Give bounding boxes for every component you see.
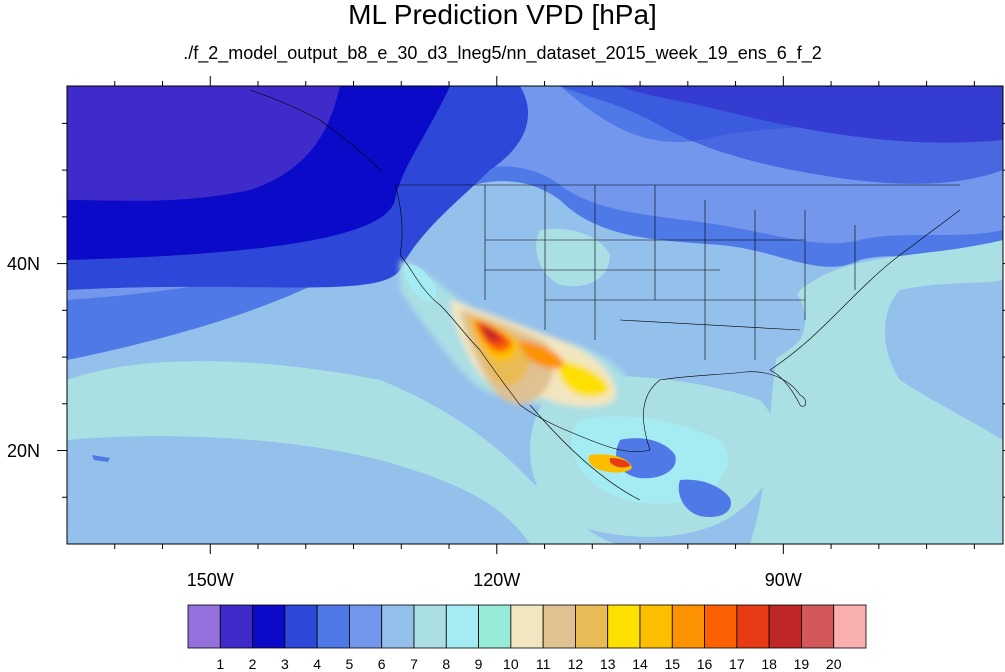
- colorbar-box: [607, 604, 641, 649]
- colorbar-box: [671, 604, 705, 649]
- colorbar-box: [768, 604, 802, 649]
- lat-tick-label: 40N: [6, 253, 40, 274]
- colorbar-level-label: 18: [761, 656, 777, 672]
- colorbar-box: [639, 604, 673, 649]
- colorbar-box: [510, 604, 544, 649]
- colorbar-box: [187, 604, 221, 649]
- lat-tick-label: 20N: [6, 440, 40, 461]
- colorbar-level-label: 5: [345, 656, 354, 672]
- colorbar-box: [542, 604, 576, 649]
- colorbar-box: [736, 604, 770, 649]
- plot-title: ML Prediction VPD [hPa]: [348, 0, 657, 30]
- colorbar-level-label: 4: [313, 656, 322, 672]
- colorbar-box: [252, 604, 286, 649]
- lon-tick-label: 90W: [764, 570, 802, 590]
- colorbar-box: [801, 604, 835, 649]
- colorbar-level-label: 17: [729, 656, 745, 672]
- colorbar-level-label: 15: [664, 656, 681, 672]
- colorbar-level-label: 2: [248, 656, 257, 672]
- coastline-overlay: [249, 89, 961, 501]
- colorbar-level-label: 6: [377, 656, 386, 672]
- lon-tick-label: 150W: [186, 570, 234, 590]
- colorbar-level-label: 16: [696, 656, 713, 672]
- colorbar-level-label: 1: [216, 656, 225, 672]
- colorbar-box: [478, 604, 512, 649]
- colorbar-level-label: 11: [535, 656, 551, 672]
- plot-subtitle: ./f_2_model_output_b8_e_30_d3_lneg5/nn_d…: [183, 43, 822, 63]
- colorbar-level-label: 10: [503, 656, 519, 672]
- colorbar-level-label: 9: [474, 656, 483, 672]
- colorbar-level-label: 8: [442, 656, 451, 672]
- colorbar-level-label: 19: [793, 656, 810, 672]
- vpd-field: [67, 86, 1003, 544]
- colorbar-level-label: 14: [632, 656, 648, 672]
- colorbar-level-label: 3: [280, 656, 289, 672]
- colorbar-box: [445, 604, 479, 649]
- colorbar-level-label: 20: [825, 656, 842, 672]
- colorbar-box: [575, 604, 609, 649]
- colorbar-level-label: 12: [567, 656, 584, 672]
- colorbar-box: [704, 604, 738, 649]
- colorbar-box: [316, 604, 350, 649]
- lon-tick-label: 120W: [473, 570, 521, 590]
- colorbar-level-label: 13: [599, 656, 616, 672]
- colorbar-level-label: 7: [410, 656, 418, 672]
- colorbar-box: [833, 604, 867, 649]
- colorbar-box: [381, 604, 415, 649]
- colorbar-box: [413, 604, 447, 649]
- colorbar-box: [284, 604, 318, 649]
- colorbar-box: [349, 604, 383, 649]
- colorbar-box: [219, 604, 253, 649]
